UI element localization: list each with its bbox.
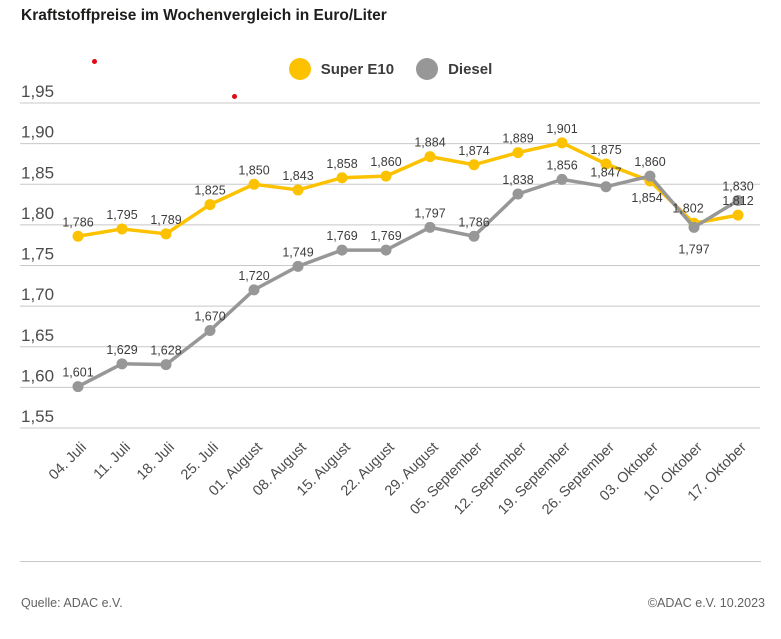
data-point-diesel [732, 195, 744, 206]
data-point-diesel [644, 170, 656, 182]
data-point-label-super-e10: 1,875 [590, 143, 621, 157]
series-line-diesel [76, 174, 740, 389]
data-point-label-diesel: 1,720 [238, 269, 269, 283]
x-axis-tick-label: 18. Juli [134, 440, 178, 484]
copyright-text: ©ADAC e.V. 10.2023 [647, 596, 765, 610]
data-point-label-super-e10: 1,854 [631, 191, 662, 205]
legend-item-diesel: Diesel [416, 58, 492, 80]
data-point-label-super-e10: 1,874 [458, 144, 489, 158]
legend-dot-super-e10-icon [288, 58, 311, 80]
data-point-label-super-e10: 1,812 [722, 194, 753, 208]
data-point-super-e10 [292, 184, 304, 196]
data-point-label-super-e10: 1,786 [62, 215, 93, 229]
data-point-diesel [160, 359, 172, 371]
data-point-label-super-e10: 1,825 [194, 184, 225, 198]
data-point-label-diesel: 1,838 [502, 173, 533, 187]
x-axis-tick-label: 04. Juli [46, 440, 90, 484]
data-point-label-super-e10: 1,802 [672, 201, 703, 215]
data-point-super-e10 [116, 223, 128, 235]
data-point-diesel [292, 260, 304, 272]
data-point-diesel [468, 230, 480, 242]
legend: Super E10 Diesel [0, 58, 781, 80]
data-point-label-diesel: 1,601 [62, 366, 93, 380]
data-point-super-e10 [204, 199, 216, 211]
y-axis-tick-label: 1,75 [21, 245, 54, 264]
data-point-diesel [116, 358, 128, 370]
data-point-super-e10 [336, 172, 348, 184]
y-axis-tick-label: 1,65 [21, 326, 54, 345]
data-point-diesel [424, 221, 436, 233]
y-axis-tick-label: 1,60 [21, 366, 54, 385]
data-point-label-super-e10: 1,858 [326, 157, 357, 171]
data-point-label-super-e10: 1,843 [282, 169, 313, 183]
data-point-super-e10 [248, 178, 260, 190]
data-point-diesel [556, 173, 568, 185]
data-point-super-e10 [600, 158, 612, 170]
data-point-label-diesel: 1,847 [590, 166, 621, 180]
data-point-label-diesel: 1,856 [546, 158, 577, 172]
data-point-diesel [72, 381, 84, 393]
y-axis-tick-label: 1,80 [21, 204, 54, 223]
data-point-diesel [688, 221, 700, 233]
data-point-label-super-e10: 1,795 [106, 208, 137, 222]
y-axis-tick-label: 1,90 [21, 123, 54, 142]
data-point-diesel [512, 188, 524, 200]
data-point-super-e10 [512, 147, 524, 159]
red-marker-dot-2 [232, 94, 237, 99]
data-point-label-super-e10: 1,889 [502, 132, 533, 146]
data-point-label-diesel: 1,670 [194, 310, 225, 324]
data-point-label-diesel: 1,830 [722, 180, 753, 194]
x-axis-tick-label: 25. Juli [178, 440, 222, 484]
data-point-label-super-e10: 1,901 [546, 122, 577, 136]
data-point-label-diesel: 1,769 [326, 229, 357, 243]
y-axis-tick-label: 1,55 [21, 407, 54, 426]
data-point-super-e10 [72, 230, 84, 242]
data-point-super-e10 [160, 228, 172, 240]
source-text: Quelle: ADAC e.V. [21, 596, 123, 610]
series-line-super-e10 [76, 141, 740, 238]
data-point-label-diesel: 1,860 [634, 155, 665, 169]
data-point-label-super-e10: 1,789 [150, 213, 181, 227]
data-point-label-super-e10: 1,884 [414, 136, 445, 150]
data-point-super-e10 [380, 170, 392, 182]
data-point-diesel [204, 325, 216, 336]
data-point-label-diesel: 1,797 [678, 242, 709, 256]
footer: Quelle: ADAC e.V. ©ADAC e.V. 10.2023 [21, 596, 765, 610]
data-point-super-e10 [556, 137, 568, 149]
data-point-label-super-e10: 1,850 [238, 163, 269, 177]
page-title: Kraftstoffpreise im Wochenvergleich in E… [21, 7, 387, 24]
data-point-super-e10 [468, 159, 480, 171]
data-point-diesel [248, 284, 260, 296]
data-point-label-diesel: 1,628 [150, 344, 181, 358]
data-point-label-diesel: 1,629 [106, 343, 137, 357]
legend-dot-diesel-icon [416, 58, 439, 80]
legend-label-super-e10: Super E10 [320, 60, 395, 78]
red-marker-dot-1 [92, 59, 97, 64]
data-point-diesel [380, 244, 392, 256]
legend-item-super-e10: Super E10 [288, 58, 395, 80]
y-axis-tick-label: 1,70 [21, 285, 54, 304]
data-point-diesel [336, 244, 348, 256]
data-point-label-diesel: 1,786 [458, 215, 489, 229]
data-point-diesel [600, 181, 612, 193]
data-point-super-e10 [424, 151, 436, 163]
data-point-super-e10 [732, 209, 744, 221]
legend-label-diesel: Diesel [448, 60, 493, 78]
data-point-label-diesel: 1,749 [282, 245, 313, 259]
data-point-label-diesel: 1,797 [414, 206, 445, 220]
data-point-label-diesel: 1,769 [370, 229, 401, 243]
fuel-price-line-chart: 1,95 1,90 1,85 1,80 1,75 1,70 1,65 1,60 1,55 04. … [20, 82, 760, 518]
x-axis-tick-label: 11. Juli [91, 440, 134, 483]
footer-divider [20, 561, 761, 562]
y-axis-tick-label: 1,95 [21, 82, 54, 101]
data-point-label-super-e10: 1,860 [370, 155, 401, 169]
y-axis-tick-label: 1,85 [21, 163, 54, 182]
